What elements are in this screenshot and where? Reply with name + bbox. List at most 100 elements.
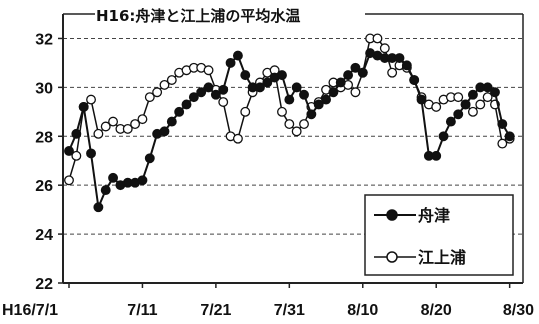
data-point-egamiura <box>497 138 508 149</box>
data-point-funatsu <box>401 60 412 71</box>
data-point-funatsu <box>497 119 508 129</box>
data-point-egamiura <box>144 92 155 103</box>
data-point-funatsu <box>86 148 96 159</box>
data-point-egamiura <box>152 87 163 98</box>
chart-title: H16:舟津と江上浦の平均水温 <box>96 7 300 25</box>
x-tick-label: 8/20 <box>421 302 452 319</box>
data-point-funatsu <box>166 116 177 127</box>
data-point-funatsu <box>490 87 500 98</box>
data-point-egamiura <box>291 126 302 137</box>
tick-labels: 22 24 26 28 30 32 H16/7/1 7/11 7/21 7/31 8/10 8/20 8… <box>2 31 534 319</box>
data-point-egamiura <box>350 87 361 98</box>
x-tick-label: 7/31 <box>274 302 305 319</box>
data-point-funatsu <box>64 145 74 156</box>
data-point-egamiura <box>93 128 104 139</box>
data-point-egamiura <box>203 65 214 76</box>
y-tick-label: 24 <box>35 227 53 244</box>
data-point-funatsu <box>144 153 155 164</box>
data-point-funatsu <box>78 101 89 112</box>
data-point-funatsu <box>343 70 354 81</box>
data-point-egamiura <box>240 106 251 117</box>
data-point-egamiura <box>166 75 177 85</box>
legend-marker-funatsu <box>386 209 398 221</box>
data-point-funatsu <box>93 202 104 213</box>
data-point-funatsu <box>409 75 420 85</box>
data-point-egamiura <box>108 116 119 127</box>
data-point-funatsu <box>328 87 339 98</box>
data-point-funatsu <box>335 77 346 88</box>
data-point-egamiura <box>137 114 148 125</box>
data-point-funatsu <box>240 70 251 81</box>
data-point-egamiura <box>86 94 96 105</box>
data-point-egamiura <box>277 106 287 117</box>
data-point-egamiura <box>232 133 243 144</box>
data-point-funatsu <box>203 82 214 93</box>
y-tick-label: 30 <box>35 80 53 97</box>
data-point-funatsu <box>225 57 236 68</box>
series-line-egamiura <box>68 37 511 181</box>
x-tick-label: H16/7/1 <box>2 302 58 319</box>
data-point-funatsu <box>218 84 229 95</box>
data-point-funatsu <box>284 94 295 105</box>
data-point-funatsu <box>394 53 405 63</box>
data-point-funatsu <box>210 89 221 100</box>
data-point-egamiura <box>130 119 141 129</box>
legend-label-egamiura: 江上浦 <box>418 248 466 267</box>
legend-marker-egamiura <box>386 251 398 263</box>
data-point-egamiura <box>372 33 383 44</box>
data-point-funatsu <box>357 67 368 78</box>
data-point-funatsu <box>416 94 427 105</box>
data-point-funatsu <box>262 77 273 88</box>
data-point-egamiura <box>431 101 442 112</box>
data-point-funatsu <box>313 99 324 110</box>
data-point-egamiura <box>299 119 309 129</box>
data-point-funatsu <box>277 70 287 81</box>
data-point-egamiura <box>218 97 229 107</box>
data-point-egamiura <box>71 150 82 161</box>
data-point-egamiura <box>284 119 295 129</box>
data-point-funatsu <box>431 150 442 161</box>
data-point-funatsu <box>453 109 464 120</box>
data-point-funatsu <box>232 50 243 61</box>
y-tick-label: 28 <box>35 129 53 146</box>
data-point-funatsu <box>100 185 111 196</box>
data-point-funatsu <box>181 99 192 110</box>
y-tick-label: 32 <box>35 31 53 48</box>
x-tick-label: 7/11 <box>127 302 157 319</box>
data-point-egamiura <box>482 92 493 103</box>
data-point-funatsu <box>350 62 361 73</box>
data-point-funatsu <box>482 82 493 93</box>
data-point-funatsu <box>108 172 119 183</box>
legend: 舟津 江上浦 <box>364 194 514 276</box>
data-point-egamiura <box>122 123 133 134</box>
data-point-funatsu <box>188 92 199 103</box>
data-point-egamiura <box>64 175 74 186</box>
data-point-funatsu <box>504 131 515 142</box>
data-point-funatsu <box>321 94 331 105</box>
data-point-funatsu <box>291 82 302 93</box>
data-point-funatsu <box>299 89 309 100</box>
x-tick-label: 8/10 <box>347 302 378 319</box>
data-point-egamiura <box>159 79 170 90</box>
y-tick-label: 22 <box>35 276 53 293</box>
data-point-egamiura <box>453 92 464 103</box>
data-point-funatsu <box>438 131 449 142</box>
series-funatsu <box>64 48 515 213</box>
data-point-egamiura <box>100 121 111 132</box>
data-point-egamiura <box>475 99 486 110</box>
data-point-funatsu <box>196 87 207 98</box>
x-tick-label: 7/21 <box>200 302 231 319</box>
data-point-egamiura <box>467 106 478 117</box>
x-tick-label: 8/30 <box>503 302 534 319</box>
series-layer <box>64 33 515 213</box>
series-egamiura <box>64 33 515 186</box>
y-tick-label: 26 <box>35 178 53 195</box>
data-point-funatsu <box>71 128 82 139</box>
data-point-funatsu <box>174 106 185 117</box>
data-point-egamiura <box>379 43 390 54</box>
data-point-funatsu <box>137 175 148 186</box>
data-point-funatsu <box>460 99 471 110</box>
data-point-funatsu <box>255 82 265 93</box>
legend-label-funatsu: 舟津 <box>418 206 450 225</box>
